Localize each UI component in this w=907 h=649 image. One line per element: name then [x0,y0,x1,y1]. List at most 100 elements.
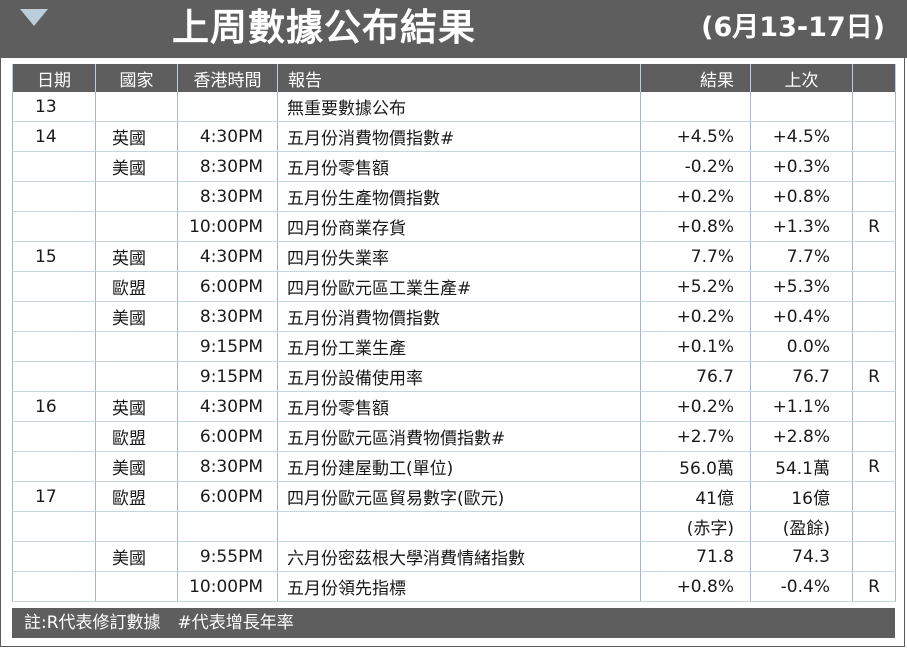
cell-revised [852,421,896,452]
cell-hk-time: 9:15PM [177,331,278,362]
cell-country [95,361,178,392]
cell-result: +5.2% [640,271,751,302]
cell-report: 五月份生產物價指數 [277,181,641,212]
table-row: 16 英國 4:30PM 五月份零售額 +0.2% +1.1% [12,391,896,422]
cell-result: 41億 [640,481,751,512]
cell-previous: 76.7 [750,361,853,392]
cell-result: 76.7 [640,361,751,392]
cell-report: 四月份歐元區貿易數字(歐元) [277,481,641,512]
cell-date [12,271,96,302]
cell-revised [852,301,896,332]
table-row: 15 英國 4:30PM 四月份失業率 7.7% 7.7% [12,241,896,272]
cell-report: 五月份歐元區消費物價指數# [277,421,641,452]
cell-hk-time: 9:55PM [177,541,278,572]
cell-previous: 74.3 [750,541,853,572]
table-row: 美國 9:55PM 六月份密茲根大學消費情緒指數 71.8 74.3 [12,541,896,572]
cell-hk-time: 8:30PM [177,451,278,482]
cell-report: 五月份零售額 [277,151,641,182]
cell-country: 美國 [95,451,178,482]
cell-hk-time: 9:15PM [177,361,278,392]
column-header-previous: 上次 [750,64,853,92]
cell-revised [852,541,896,572]
table-row: 9:15PM 五月份工業生產 +0.1% 0.0% [12,331,896,362]
column-header-date: 日期 [12,64,96,92]
table-body: 13 無重要數據公布 14 英國 4:30PM 五月份消費物價指數# +4.5% +4.5% 美… [12,92,896,602]
cell-date [12,181,96,212]
cell-result: 56.0萬 [640,451,751,482]
cell-previous: -0.4% [750,571,853,602]
table-header-row: 日期 國家 香港時間 報告 結果 上次 [12,64,896,92]
cell-country: 英國 [95,121,178,152]
cell-report: 五月份零售額 [277,391,641,422]
cell-result: -0.2% [640,151,751,182]
cell-date [12,361,96,392]
cell-report [277,511,641,542]
cell-date [12,511,96,542]
cell-country: 英國 [95,391,178,422]
cell-revised [852,181,896,212]
table-row: 17 歐盟 6:00PM 四月份歐元區貿易數字(歐元) 41億 16億 [12,481,896,512]
cell-revised [852,331,896,362]
cell-date [12,301,96,332]
table-row: 美國 8:30PM 五月份消費物價指數 +0.2% +0.4% [12,301,896,332]
cell-previous: +0.3% [750,151,853,182]
table-row: 13 無重要數據公布 [12,92,896,122]
cell-report: 六月份密茲根大學消費情緒指數 [277,541,641,572]
cell-revised [852,271,896,302]
footer-note: 註:R代表修訂數據 #代表增長年率 [12,608,895,638]
cell-hk-time: 6:00PM [177,481,278,512]
cell-previous: 54.1萬 [750,451,853,482]
cell-date: 13 [12,92,96,122]
cell-result: 71.8 [640,541,751,572]
cell-previous: 0.0% [750,331,853,362]
cell-date [12,571,96,602]
column-header-country: 國家 [95,64,178,92]
cell-country: 歐盟 [95,481,178,512]
column-header-revised [852,64,896,92]
cell-report: 五月份領先指標 [277,571,641,602]
cell-result: +4.5% [640,121,751,152]
cell-revised [852,92,896,122]
column-header-result: 結果 [640,64,751,92]
cell-hk-time: 4:30PM [177,391,278,422]
cell-country: 美國 [95,301,178,332]
cell-country [95,331,178,362]
cell-report: 無重要數據公布 [277,92,641,122]
cell-country: 美國 [95,541,178,572]
cell-previous: 7.7% [750,241,853,272]
cell-date [12,151,96,182]
page-title: 上周數據公布結果 [172,6,476,49]
cell-hk-time: 6:00PM [177,421,278,452]
cell-date [12,331,96,362]
cell-report: 四月份歐元區工業生產# [277,271,641,302]
cell-date [12,211,96,242]
cell-result: +0.1% [640,331,751,362]
cell-result: +0.2% [640,391,751,422]
cell-hk-time: 4:30PM [177,241,278,272]
results-table: 日期 國家 香港時間 報告 結果 上次 13 無重要數據公布 14 英國 4:30PM 五… [12,64,896,602]
cell-previous: +0.8% [750,181,853,212]
cell-revised [852,121,896,152]
cell-hk-time: 4:30PM [177,121,278,152]
cell-result: +0.2% [640,301,751,332]
table-row: 10:00PM 五月份領先指標 +0.8% -0.4% R [12,571,896,602]
cell-report: 五月份消費物價指數# [277,121,641,152]
cell-revised: R [852,211,896,242]
table-row: 9:15PM 五月份設備使用率 76.7 76.7 R [12,361,896,392]
cell-country [95,511,178,542]
table-row: (赤字) (盈餘) [12,511,896,542]
column-header-report: 報告 [277,64,641,92]
cell-revised [852,151,896,182]
cell-result: 7.7% [640,241,751,272]
cell-country: 歐盟 [95,271,178,302]
cell-revised [852,481,896,512]
table-row: 歐盟 6:00PM 五月份歐元區消費物價指數# +2.7% +2.8% [12,421,896,452]
cell-country [95,92,178,122]
cell-result: +0.8% [640,571,751,602]
cell-revised [852,391,896,422]
cell-hk-time [177,92,278,122]
cell-date: 15 [12,241,96,272]
cell-date [12,451,96,482]
cell-report: 四月份失業率 [277,241,641,272]
cell-result: +0.8% [640,211,751,242]
